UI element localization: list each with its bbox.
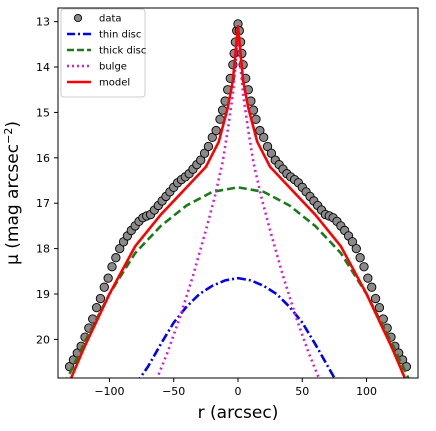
legend-bulge-label: bulge	[99, 62, 127, 73]
data-point	[347, 237, 358, 247]
y-tick-label: 18	[36, 243, 50, 256]
legend-box	[60, 8, 146, 98]
legend: data thin disc thick disc bulge model	[60, 8, 146, 98]
y-axis-label: μ (mag arcsec−2)	[2, 121, 23, 265]
data-point	[374, 302, 385, 313]
legend-thick-label: thick disc	[99, 46, 146, 57]
data-point	[211, 125, 221, 136]
series-bulge-line	[155, 29, 321, 378]
y-tick-label: 13	[36, 16, 50, 29]
data-point	[266, 148, 277, 158]
data-point	[115, 243, 125, 254]
y-tick-label: 15	[36, 106, 50, 119]
y-axis-label-main: μ (mag arcsec	[3, 144, 23, 265]
series-thick-line	[66, 186, 410, 378]
data-point	[111, 253, 121, 263]
y-axis-label-close: )	[3, 121, 23, 128]
data-point	[199, 148, 210, 158]
y-axis-label-exponent: −2	[2, 128, 15, 144]
data-point	[107, 262, 117, 272]
y-tick-label: 16	[36, 152, 50, 165]
y-tick-label: 19	[36, 288, 50, 301]
y-tick-label: 14	[36, 61, 50, 74]
model-lines-layer	[66, 24, 410, 378]
data-point	[367, 282, 377, 292]
series-thin-line	[138, 276, 336, 378]
data-point	[207, 132, 217, 143]
data-point	[255, 125, 265, 136]
data-point	[262, 141, 273, 152]
data-point	[91, 302, 102, 313]
legend-data-label: data	[99, 14, 122, 25]
data-point	[259, 132, 269, 143]
data-point	[351, 243, 361, 254]
y-axis-ticks: 13 14 15 16 17 18 19 20	[36, 16, 58, 346]
legend-thin-label: thin disc	[99, 30, 141, 41]
x-axis-ticks: −100 −50 0 50 100	[94, 378, 377, 398]
data-point	[370, 293, 381, 304]
legend-data-marker	[73, 13, 83, 23]
y-tick-label: 20	[36, 333, 50, 346]
y-tick-label: 17	[36, 197, 50, 210]
x-tick-label: 50	[295, 385, 309, 398]
x-tick-label: −50	[162, 385, 185, 398]
data-point	[196, 155, 206, 165]
data-point	[95, 293, 106, 304]
data-point	[363, 273, 373, 283]
x-tick-label: −100	[94, 385, 124, 398]
data-point	[99, 282, 109, 292]
data-point	[355, 253, 365, 263]
legend-model-label: model	[99, 78, 130, 89]
data-point	[103, 273, 113, 283]
x-axis-label: r (arcsec)	[198, 403, 279, 423]
x-tick-label: 100	[356, 385, 377, 398]
data-point	[359, 262, 369, 272]
x-tick-label: 0	[235, 385, 242, 398]
series-model-line	[69, 24, 407, 378]
data-point	[203, 141, 214, 152]
